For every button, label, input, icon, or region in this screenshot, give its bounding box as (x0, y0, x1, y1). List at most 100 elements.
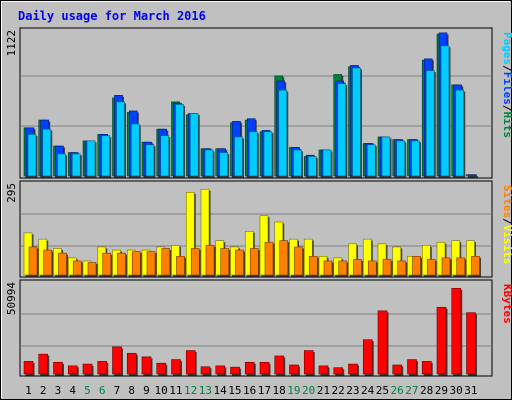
kbytes-bar (436, 306, 447, 375)
legend-entry: Files (501, 72, 512, 105)
sites-bar (58, 252, 67, 276)
x-tick-label: 18 (273, 384, 286, 397)
hits-panel-max-label: 1122 (5, 30, 18, 57)
x-tick-label: 11 (169, 384, 182, 397)
legend-entry: KBytes (501, 284, 512, 324)
kbytes-bar (303, 350, 314, 375)
pages-bar (130, 123, 140, 177)
sites-bar (220, 248, 230, 276)
sites-bar (190, 248, 200, 276)
pages-bar (175, 104, 184, 177)
visits-bar (185, 192, 195, 276)
kbytes-bar (230, 366, 240, 375)
x-tick-label: 12 (184, 384, 197, 397)
sites-bar (102, 252, 112, 276)
sites-bar (205, 245, 215, 276)
pages-bar (411, 140, 420, 177)
sites-bar (87, 262, 97, 276)
pages-bar (293, 149, 302, 177)
panel-series-legend: KBytes (501, 284, 512, 324)
pages-bar (322, 149, 332, 177)
pages-bar (42, 128, 52, 177)
kbytes-bar (215, 365, 226, 375)
pages-bar (27, 134, 37, 177)
sites-bar (353, 259, 362, 276)
legend-separator: / (501, 218, 512, 225)
kbytes-bar (377, 310, 388, 375)
legend-separator: / (501, 105, 512, 112)
kbytes-bar (53, 361, 63, 375)
sites-bar (117, 252, 126, 276)
x-tick-label: 31 (464, 384, 477, 397)
legend-entry: Visits (501, 225, 512, 265)
pages-bar (204, 149, 214, 177)
sites-bar (367, 260, 377, 276)
kbytes-bar (112, 346, 122, 375)
pages-bar (366, 144, 376, 177)
sites-bar (161, 248, 171, 276)
sites-bar (441, 257, 451, 276)
x-tick-label: 5 (84, 384, 91, 397)
sites-bar (397, 260, 407, 276)
pages-bar (278, 89, 288, 177)
sites-bar (456, 257, 466, 276)
pages-bar (116, 101, 125, 177)
x-tick-label: 30 (450, 384, 463, 397)
x-tick-label: 19 (287, 384, 300, 397)
x-tick-label: 28 (420, 384, 433, 397)
pages-bar (71, 153, 81, 177)
kbytes-bar (67, 365, 78, 375)
kbytes-panel-background (19, 279, 493, 377)
kbytes-bar (392, 364, 403, 375)
pages-bar (337, 83, 347, 177)
pages-bar (189, 113, 199, 177)
sites-bar (131, 251, 141, 276)
x-tick-label: 23 (346, 384, 359, 397)
pages-bar (248, 131, 258, 177)
x-tick-label: 14 (214, 384, 228, 397)
panel-series-legend: Sites/Visits (501, 185, 512, 265)
x-tick-label: 25 (376, 384, 389, 397)
visits-bar (200, 188, 210, 276)
x-tick-label: 29 (435, 384, 448, 397)
kbytes-panel-max-label: 50994 (5, 282, 18, 315)
kbytes-bar (318, 365, 329, 375)
kbytes-bar (274, 355, 285, 375)
x-tick-label: 13 (199, 384, 212, 397)
kbytes-bar (97, 361, 108, 375)
kbytes-bar (126, 352, 137, 375)
legend-entry: Pages (501, 32, 512, 65)
x-tick-label: 7 (114, 384, 121, 397)
sites-bar (264, 241, 274, 276)
kbytes-bar (38, 353, 49, 375)
pages-bar (160, 135, 170, 177)
visits-panel-max-label: 295 (5, 183, 18, 203)
files-bar-shadow (470, 176, 478, 178)
x-tick-label: 27 (405, 384, 418, 397)
x-tick-label: 10 (155, 384, 168, 397)
sites-bar (338, 260, 348, 276)
chart-title: Daily usage for March 2016 (18, 9, 206, 23)
kbytes-bar (421, 361, 432, 375)
x-tick-label: 2 (40, 384, 47, 397)
x-tick-label: 26 (391, 384, 404, 397)
kbytes-bar (289, 364, 299, 375)
x-tick-label: 6 (99, 384, 106, 397)
pages-bar (352, 67, 361, 177)
sites-bar (146, 251, 156, 276)
kbytes-bar (156, 362, 167, 375)
kbytes-bar (200, 366, 211, 375)
sites-bar (72, 260, 82, 276)
legend-entry: Hits (501, 112, 512, 139)
kbytes-bar (141, 356, 152, 375)
sites-bar (294, 246, 303, 276)
legend-entry: Sites (501, 185, 512, 218)
x-tick-label: 1 (25, 384, 32, 397)
sites-bar (249, 248, 259, 276)
visits-bar (362, 238, 372, 276)
pages-bar (57, 153, 66, 177)
kbytes-bar (407, 359, 417, 375)
kbytes-bar (82, 363, 93, 375)
sites-bar (43, 249, 53, 276)
